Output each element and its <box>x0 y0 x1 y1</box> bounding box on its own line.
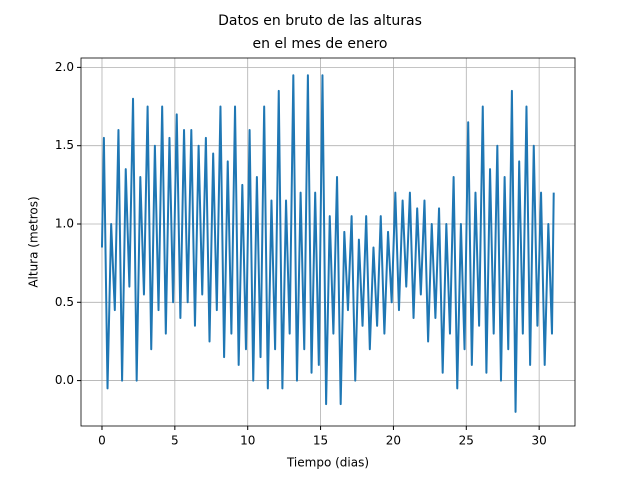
y-tick-label: 0.5 <box>55 295 74 309</box>
data-line <box>100 74 555 413</box>
y-axis-label: Altura (metros) <box>27 196 41 287</box>
chart-title: Datos en bruto de las alturas <box>218 13 422 29</box>
x-tick-label: 5 <box>171 434 179 448</box>
x-tick-label: 10 <box>240 434 255 448</box>
x-tick-label: 15 <box>313 434 328 448</box>
x-axis-label: Tiempo (dias) <box>286 456 369 470</box>
y-tick-label: 2.0 <box>55 60 74 74</box>
y-tick-label: 0.0 <box>55 373 74 387</box>
plot-frame <box>80 57 576 427</box>
chart-title: en el mes de enero <box>253 36 388 52</box>
x-tick-label: 0 <box>98 434 106 448</box>
x-tick-label: 25 <box>459 434 474 448</box>
y-tick-label: 1.0 <box>55 216 74 230</box>
x-tick-label: 20 <box>386 434 401 448</box>
y-tick-label: 1.5 <box>55 138 74 152</box>
x-tick-label: 30 <box>532 434 547 448</box>
